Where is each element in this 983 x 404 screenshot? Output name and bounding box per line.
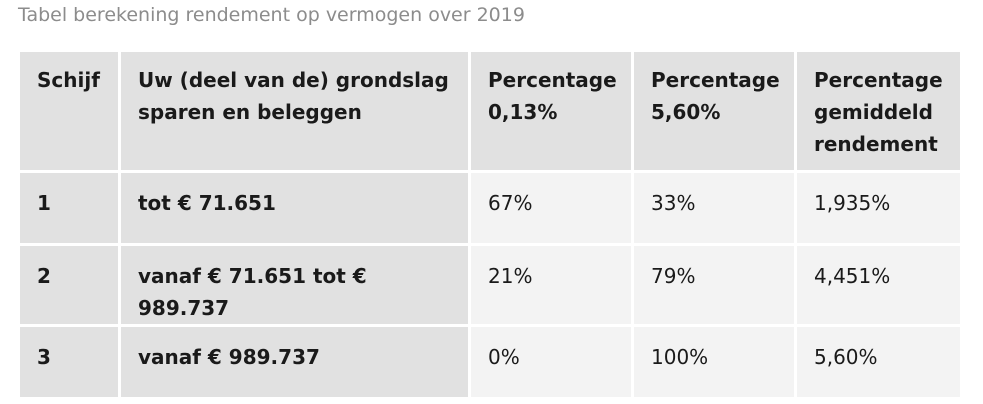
cell-schijf: 1 [20,173,121,246]
header-percentage-013: Percentage 0,13% [471,52,634,173]
cell-percentage-013: 21% [471,246,634,327]
cell-percentage-560: 33% [634,173,797,246]
cell-schijf: 3 [20,327,121,397]
cell-percentage-gemiddeld: 4,451% [797,246,960,327]
cell-percentage-560: 100% [634,327,797,397]
cell-percentage-013: 0% [471,327,634,397]
cell-grondslag: vanaf € 989.737 [121,327,471,397]
cell-percentage-gemiddeld: 1,935% [797,173,960,246]
table-row: 3 vanaf € 989.737 0% 100% 5,60% [20,327,960,397]
cell-percentage-gemiddeld: 5,60% [797,327,960,397]
cell-grondslag: tot € 71.651 [121,173,471,246]
table-caption: Tabel berekening rendement op vermogen o… [18,4,525,26]
header-grondslag: Uw (deel van de) grondslag sparen en bel… [121,52,471,173]
table-row: 1 tot € 71.651 67% 33% 1,935% [20,173,960,246]
table-row: 2 vanaf € 71.651 tot € 989.737 21% 79% 4… [20,246,960,327]
cell-percentage-560: 79% [634,246,797,327]
cell-grondslag: vanaf € 71.651 tot € 989.737 [121,246,471,327]
header-schijf: Schijf [20,52,121,173]
header-percentage-560: Percentage 5,60% [634,52,797,173]
table-header-row: Schijf Uw (deel van de) grondslag sparen… [20,52,960,173]
cell-percentage-013: 67% [471,173,634,246]
rendement-table: Schijf Uw (deel van de) grondslag sparen… [20,52,960,397]
header-percentage-gemiddeld: Percentage gemiddeld rendement [797,52,960,173]
cell-schijf: 2 [20,246,121,327]
